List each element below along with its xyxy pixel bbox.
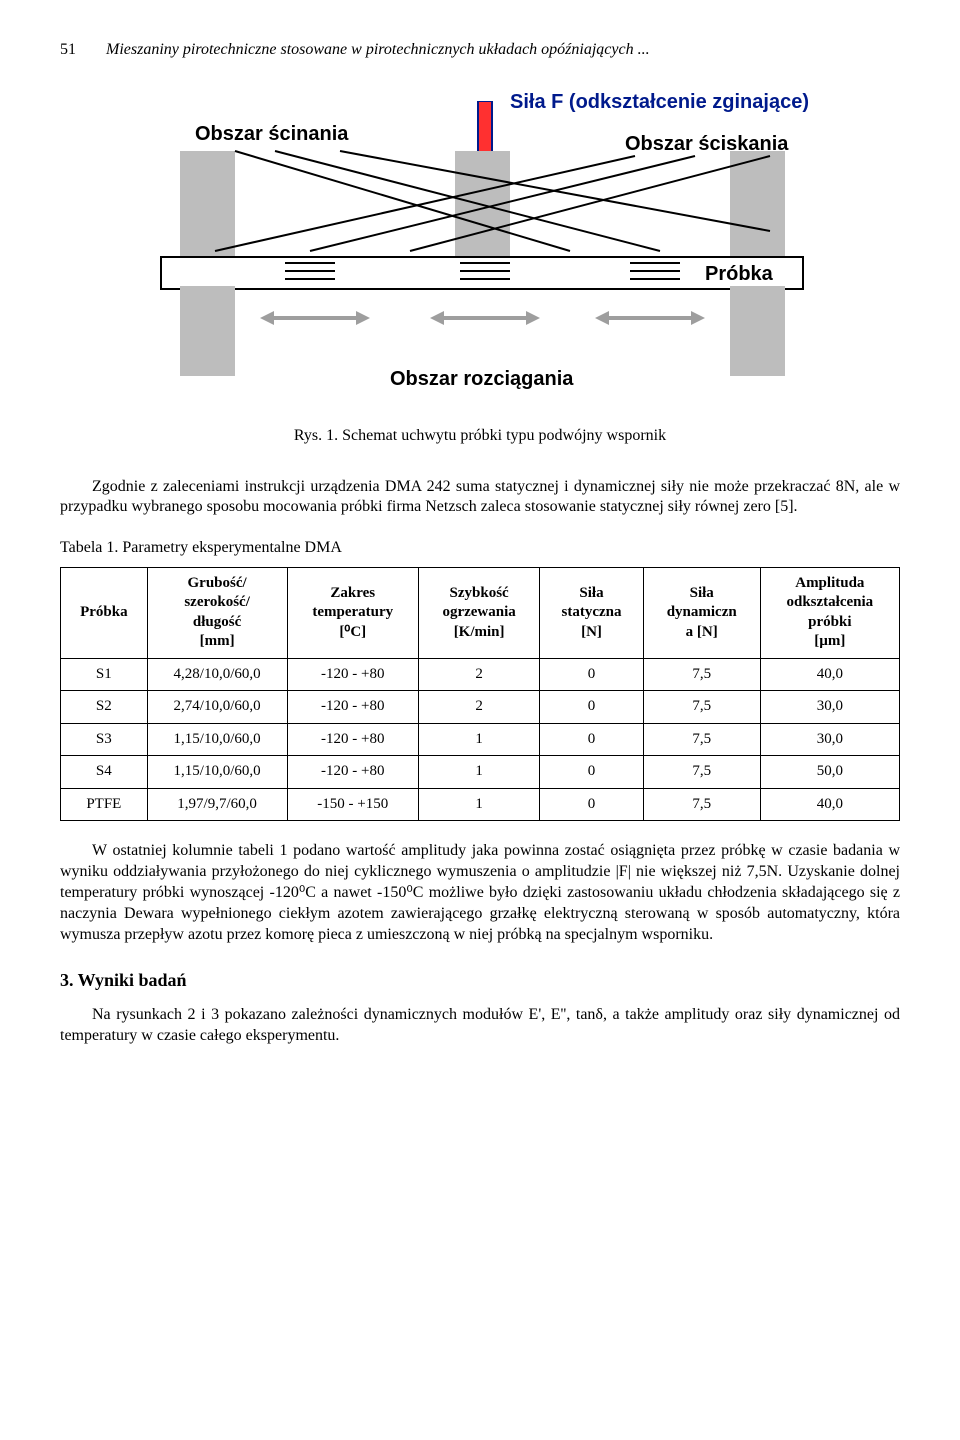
table-cell: 1,15/10,0/60,0: [147, 723, 287, 756]
table-cell: 30,0: [760, 723, 899, 756]
table-cell: 1: [418, 723, 539, 756]
paragraph-3: Na rysunkach 2 i 3 pokazano zależności d…: [60, 1005, 900, 1047]
stretch-arrow-icon: [430, 311, 540, 325]
table-row: S41,15/10,0/60,0-120 - +80107,550,0: [61, 756, 900, 789]
table-cell: 0: [540, 691, 643, 724]
table-cell: 7,5: [643, 788, 760, 821]
table-row: S14,28/10,0/60,0-120 - +80207,540,0: [61, 658, 900, 691]
table-cell: PTFE: [61, 788, 148, 821]
table-cell: 0: [540, 658, 643, 691]
table-row: PTFE1,97/9,7/60,0-150 - +150107,540,0: [61, 788, 900, 821]
label-stretch-area: Obszar rozciągania: [390, 366, 573, 392]
table-cell: 4,28/10,0/60,0: [147, 658, 287, 691]
col-header: Szybkośćogrzewania[K/min]: [418, 567, 539, 658]
table-cell: 1,97/9,7/60,0: [147, 788, 287, 821]
support-top-center: [455, 151, 510, 261]
col-header: Amplitudaodkształceniapróbki[µm]: [760, 567, 899, 658]
table-cell: S2: [61, 691, 148, 724]
col-header: Grubość/szerokość/długość[mm]: [147, 567, 287, 658]
figure-1: Obszar ścinania Siła F (odkształcenie zg…: [140, 81, 820, 447]
table-cell: 7,5: [643, 756, 760, 789]
table-cell: -120 - +80: [287, 691, 418, 724]
beam-mark: [630, 278, 680, 280]
table-cell: 1: [418, 788, 539, 821]
col-header: Siłastatyczna[N]: [540, 567, 643, 658]
beam-mark: [460, 270, 510, 272]
table-cell: 0: [540, 788, 643, 821]
table-header-row: Próbka Grubość/szerokość/długość[mm] Zak…: [61, 567, 900, 658]
section-heading: 3. Wyniki badań: [60, 969, 900, 992]
table-cell: -120 - +80: [287, 723, 418, 756]
col-header: Zakrestemperatury[⁰C]: [287, 567, 418, 658]
col-header: Próbka: [61, 567, 148, 658]
table-cell: 30,0: [760, 691, 899, 724]
running-header: 51 Mieszaniny pirotechniczne stosowane w…: [60, 40, 900, 61]
paragraph-1: Zgodnie z zaleceniami instrukcji urządze…: [60, 477, 900, 519]
table-cell: 1,15/10,0/60,0: [147, 756, 287, 789]
table-cell: 2: [418, 691, 539, 724]
table-cell: 2,74/10,0/60,0: [147, 691, 287, 724]
table-row: S31,15/10,0/60,0-120 - +80107,530,0: [61, 723, 900, 756]
beam-mark: [285, 262, 335, 264]
table-cell: S4: [61, 756, 148, 789]
table-cell: -150 - +150: [287, 788, 418, 821]
table-cell: 1: [418, 756, 539, 789]
table-cell: 2: [418, 658, 539, 691]
table-cell: S3: [61, 723, 148, 756]
page-number: 51: [60, 40, 76, 61]
table-cell: -120 - +80: [287, 756, 418, 789]
label-shear-area: Obszar ścinania: [195, 121, 348, 147]
support-bottom-right: [730, 286, 785, 376]
table-caption: Tabela 1. Parametry eksperymentalne DMA: [60, 538, 900, 559]
paragraph-2: W ostatniej kolumnie tabeli 1 podano war…: [60, 841, 900, 945]
stretch-arrow-icon: [260, 311, 370, 325]
figure-caption: Rys. 1. Schemat uchwytu próbki typu podw…: [140, 426, 820, 447]
table-cell: 7,5: [643, 723, 760, 756]
support-bottom-left: [180, 286, 235, 376]
beam-mark: [285, 278, 335, 280]
diagram-body: Obszar ścinania Siła F (odkształcenie zg…: [140, 81, 820, 411]
support-top-left: [180, 151, 235, 261]
table-cell: 7,5: [643, 691, 760, 724]
beam-mark: [630, 262, 680, 264]
stretch-arrow-icon: [595, 311, 705, 325]
support-top-right: [730, 151, 785, 261]
beam-mark: [630, 270, 680, 272]
table-cell: 50,0: [760, 756, 899, 789]
col-header: Siładynamiczna [N]: [643, 567, 760, 658]
beam-mark: [460, 262, 510, 264]
header-title: Mieszaniny pirotechniczne stosowane w pi…: [106, 40, 650, 61]
beam-mark: [285, 270, 335, 272]
table-cell: 40,0: [760, 788, 899, 821]
table-cell: -120 - +80: [287, 658, 418, 691]
table-cell: 40,0: [760, 658, 899, 691]
table-row: S22,74/10,0/60,0-120 - +80207,530,0: [61, 691, 900, 724]
label-force: Siła F (odkształcenie zginające): [510, 89, 809, 115]
table-cell: S1: [61, 658, 148, 691]
table-cell: 0: [540, 756, 643, 789]
table-cell: 7,5: [643, 658, 760, 691]
parameters-table: Próbka Grubość/szerokość/długość[mm] Zak…: [60, 567, 900, 822]
table-cell: 0: [540, 723, 643, 756]
label-sample: Próbka: [705, 261, 773, 287]
beam-mark: [460, 278, 510, 280]
